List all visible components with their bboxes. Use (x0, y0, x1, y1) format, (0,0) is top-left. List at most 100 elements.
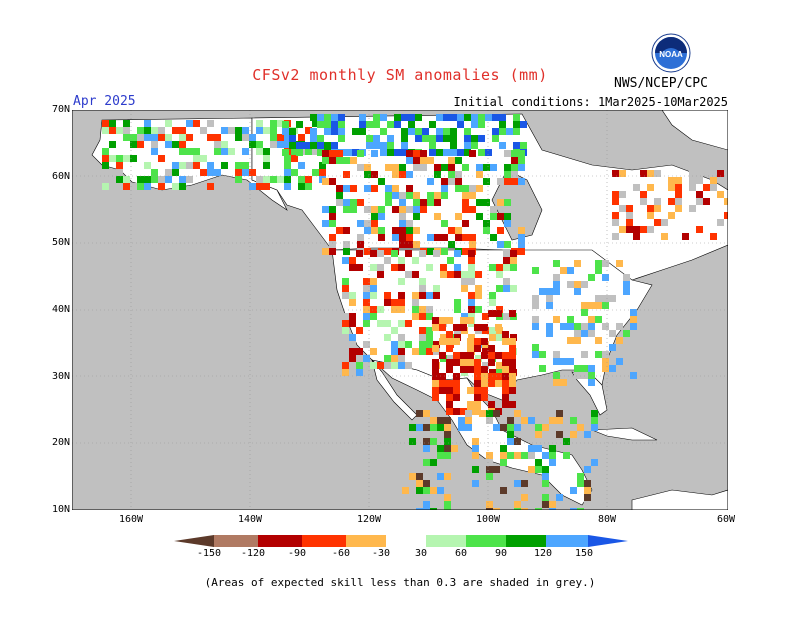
anomaly-cell (535, 508, 542, 510)
anomaly-cell (461, 271, 468, 278)
anomaly-cell (588, 372, 595, 379)
anomaly-cell (427, 199, 434, 206)
colorbar-tick: 120 (533, 548, 553, 559)
anomaly-cell (647, 205, 654, 212)
anomaly-cell (409, 424, 416, 431)
anomaly-cell (419, 292, 426, 299)
anomaly-cell (588, 316, 595, 323)
anomaly-cell (518, 178, 525, 185)
anomaly-cell (703, 184, 710, 191)
anomaly-cell (630, 337, 637, 344)
anomaly-cell (144, 134, 151, 141)
anomaly-cell (179, 148, 186, 155)
lon-label-140w: 140W (237, 514, 263, 525)
anomaly-cell (612, 233, 619, 240)
anomaly-cell (423, 466, 430, 473)
anomaly-cell (460, 352, 467, 359)
anomaly-cell (495, 380, 502, 387)
anomaly-cell (430, 487, 437, 494)
anomaly-cell (460, 359, 467, 366)
anomaly-cell (123, 120, 130, 127)
south-america (631, 489, 728, 510)
anomaly-cell (454, 306, 461, 313)
anomaly-cell (352, 128, 359, 135)
anomaly-cell (373, 135, 380, 142)
anomaly-cell (392, 192, 399, 199)
anomaly-cell (549, 508, 556, 510)
anomaly-cell (207, 169, 214, 176)
anomaly-cell (364, 171, 371, 178)
anomaly-cell (509, 338, 516, 345)
anomaly-cell (109, 120, 116, 127)
colorbar (174, 535, 628, 547)
anomaly-cell (468, 313, 475, 320)
anomaly-cell (465, 424, 472, 431)
anomaly-cell (518, 248, 525, 255)
anomaly-cell (412, 292, 419, 299)
lat-label-30n: 30N (51, 371, 70, 382)
anomaly-cell (462, 192, 469, 199)
anomaly-cell (588, 379, 595, 386)
anomaly-cell (535, 431, 542, 438)
anomaly-cell (503, 278, 510, 285)
anomaly-cell (469, 150, 476, 157)
anomaly-cell (609, 372, 616, 379)
anomaly-cell (481, 338, 488, 345)
anomaly-cell (434, 199, 441, 206)
anomaly-cell (577, 473, 584, 480)
anomaly-cell (521, 417, 528, 424)
anomaly-cell (310, 114, 317, 121)
svg-text:NOAA: NOAA (659, 50, 683, 59)
anomaly-cell (483, 227, 490, 234)
anomaly-cell (370, 264, 377, 271)
anomaly-cell (420, 150, 427, 157)
anomaly-cell (391, 348, 398, 355)
anomaly-cell (193, 162, 200, 169)
anomaly-cell (542, 473, 549, 480)
anomaly-cell (441, 248, 448, 255)
anomaly-cell (507, 438, 514, 445)
anomaly-cell (384, 257, 391, 264)
anomaly-cell (439, 380, 446, 387)
anomaly-cell (497, 241, 504, 248)
anomaly-cell (200, 155, 207, 162)
anomaly-cell (263, 176, 270, 183)
anomaly-cell (370, 306, 377, 313)
anomaly-cell (338, 114, 345, 121)
anomaly-cell (349, 334, 356, 341)
anomaly-cell (228, 148, 235, 155)
anomaly-cell (577, 480, 584, 487)
lat-label-70n: 70N (51, 104, 70, 115)
anomaly-cell (518, 150, 525, 157)
anomaly-cell (434, 171, 441, 178)
anomaly-cell (581, 351, 588, 358)
anomaly-cell (406, 234, 413, 241)
anomaly-cell (488, 352, 495, 359)
anomaly-cell (363, 369, 370, 376)
anomaly-cell (661, 233, 668, 240)
anomaly-cell (319, 162, 326, 169)
anomaly-cell (453, 387, 460, 394)
anomaly-cell (724, 212, 728, 219)
anomaly-cell (474, 359, 481, 366)
anomaly-cell (472, 480, 479, 487)
anomaly-cell (539, 351, 546, 358)
anomaly-cell (391, 306, 398, 313)
anomaly-cell (371, 206, 378, 213)
anomaly-cell (317, 121, 324, 128)
anomaly-cell (329, 150, 336, 157)
anomaly-cell (577, 508, 584, 510)
anomaly-cell (408, 128, 415, 135)
anomaly-cell (349, 341, 356, 348)
anomaly-cell (492, 128, 499, 135)
colorbar-tick: -30 (371, 548, 391, 559)
anomaly-cell (179, 141, 186, 148)
anomaly-cell (476, 199, 483, 206)
anomaly-cell (495, 324, 502, 331)
anomaly-cell (249, 141, 256, 148)
anomaly-cell (270, 176, 277, 183)
anomaly-cell (420, 206, 427, 213)
anomaly-cell (616, 260, 623, 267)
anomaly-cell (430, 417, 437, 424)
anomaly-cell (409, 438, 416, 445)
